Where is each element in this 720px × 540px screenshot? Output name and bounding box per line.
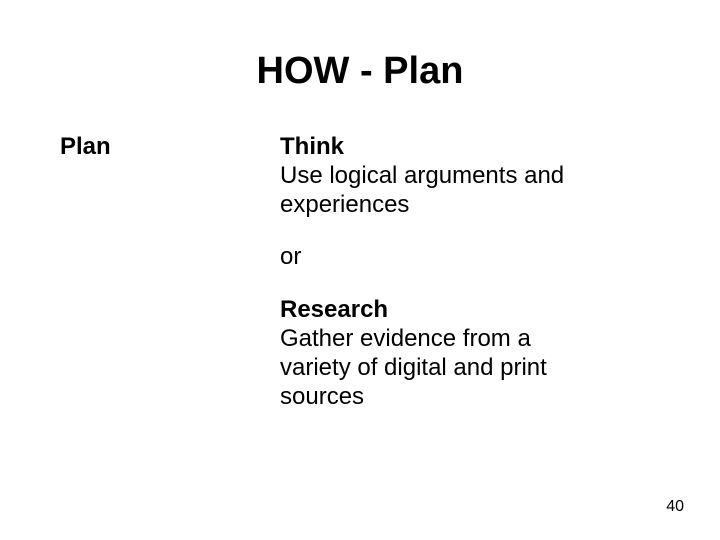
block-body: Use logical arguments and experiences — [280, 162, 580, 220]
right-column: Think Use logical arguments and experien… — [280, 133, 660, 411]
block-think: Think Use logical arguments and experien… — [280, 133, 580, 219]
left-column: Plan — [60, 133, 240, 411]
slide: HOW - Plan Plan Think Use logical argume… — [0, 0, 720, 540]
block-research: Research Gather evidence from a variety … — [280, 296, 580, 411]
page-number: 40 — [666, 498, 684, 516]
block-heading: Think — [280, 133, 580, 162]
block-heading: Research — [280, 296, 580, 325]
slide-title: HOW - Plan — [60, 50, 660, 93]
section-label: Plan — [60, 133, 240, 161]
connector-text: or — [280, 243, 580, 272]
content-area: Plan Think Use logical arguments and exp… — [60, 133, 660, 411]
block-body: Gather evidence from a variety of digita… — [280, 325, 580, 411]
